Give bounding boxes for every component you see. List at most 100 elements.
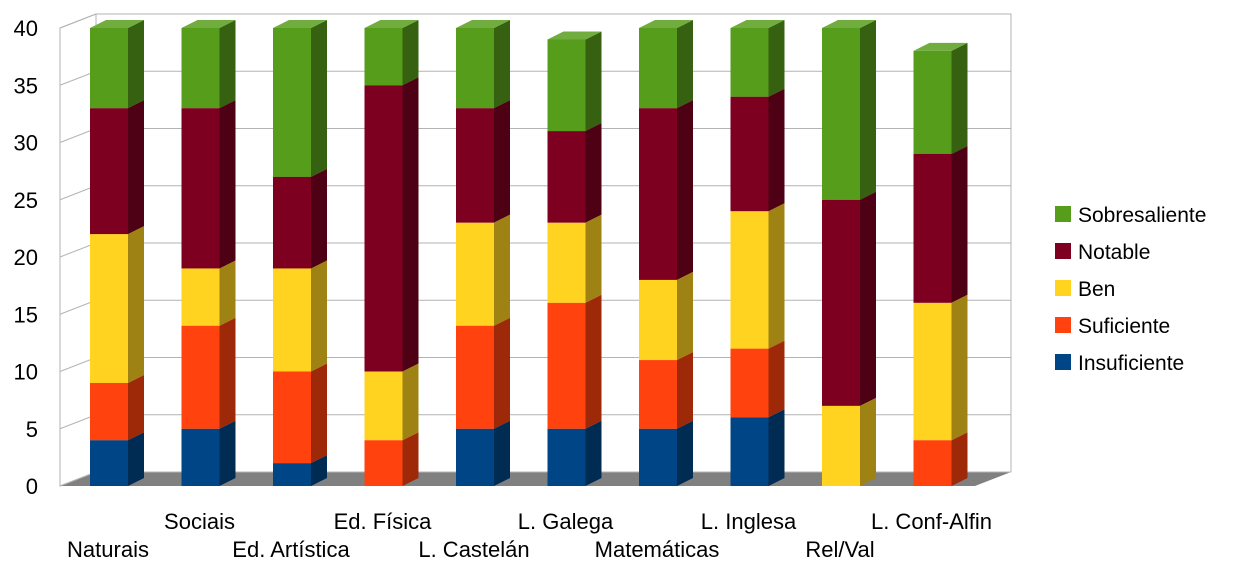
bar-side [585, 294, 602, 429]
bar-side [677, 271, 693, 361]
bar-front [273, 371, 311, 464]
bar-side [951, 294, 968, 441]
y-tick-label: 30 [14, 131, 38, 156]
bar-segment [456, 317, 510, 429]
bar-stack [273, 20, 327, 486]
bar-side [951, 432, 968, 486]
x-tick-label: L. Galega [518, 509, 614, 534]
bar-side [860, 20, 876, 200]
bar-segment [456, 420, 510, 486]
bar-front [90, 382, 128, 441]
bar-side [860, 397, 876, 486]
bar-top [730, 20, 785, 28]
bar-side [768, 88, 785, 212]
y-tick-label: 35 [14, 73, 38, 98]
bar-segment [181, 317, 236, 429]
bar-front [181, 268, 220, 326]
bar-stack [730, 20, 785, 486]
legend-item: Sobresaliente [1055, 204, 1206, 227]
y-tick-label: 15 [14, 302, 38, 327]
bar-segment [181, 260, 236, 326]
bar-segment [639, 420, 693, 486]
y-axis-ticks: 0 5 10 15 20 25 30 35 40 [14, 16, 38, 499]
bar-segment [364, 20, 419, 86]
bar-segment [364, 363, 419, 441]
bars [90, 20, 968, 486]
legend-label: Sobresaliente [1078, 204, 1206, 227]
legend-item: Insuficiente [1055, 352, 1184, 375]
bar-segment [456, 20, 510, 109]
bar-segment [364, 77, 419, 372]
legend-swatch [1055, 317, 1071, 333]
bar-front [639, 108, 677, 280]
bar-front [181, 108, 220, 269]
bar-side [494, 317, 510, 429]
bar-front [547, 302, 586, 429]
bar-side [951, 42, 968, 154]
x-tick-label: Ed. Física [334, 509, 433, 534]
bar-stack [547, 31, 602, 486]
bar-stack [822, 20, 876, 486]
gridline [59, 13, 1011, 29]
bar-front [730, 211, 769, 349]
bar-front [273, 28, 311, 177]
bar-front [639, 360, 677, 429]
y-tick-label: 40 [14, 16, 38, 41]
bar-segment [639, 20, 693, 109]
x-tick-label: Matemáticas [595, 537, 720, 562]
bar-side [128, 432, 144, 486]
bar-side [677, 20, 693, 109]
bar-side [311, 363, 327, 464]
bar-segment [273, 455, 327, 486]
bar-stack [639, 20, 693, 486]
bar-front [273, 176, 311, 269]
bar-segment [730, 409, 785, 486]
bar-top [273, 20, 327, 28]
bar-segment [181, 100, 236, 269]
bar-side [768, 20, 785, 97]
bar-top [913, 42, 968, 51]
bar-segment [913, 145, 968, 303]
bar-side [219, 317, 236, 429]
x-tick-label: Rel/Val [805, 537, 874, 562]
bar-front [90, 440, 128, 486]
bar-stack [913, 42, 968, 486]
bar-front [364, 440, 403, 486]
y-tick-label: 0 [26, 474, 38, 499]
bar-segment [456, 100, 510, 223]
bar-segment [639, 271, 693, 361]
bar-segment [364, 432, 419, 486]
bar-side [219, 420, 236, 486]
bar-segment [90, 100, 144, 235]
bar-side [494, 420, 510, 486]
bar-front [913, 302, 952, 441]
bar-front [913, 440, 952, 486]
bar-front [90, 108, 128, 235]
bar-front [181, 428, 220, 486]
bar-side [219, 100, 236, 269]
bar-front [90, 28, 128, 109]
bar-front [822, 199, 860, 406]
bar-side [128, 374, 144, 441]
bar-segment [822, 191, 876, 406]
bar-side [768, 203, 785, 349]
bar-segment [547, 420, 602, 486]
legend-item: Notable [1055, 241, 1150, 264]
bar-segment [273, 363, 327, 464]
bar-front [181, 325, 220, 429]
bar-side [677, 420, 693, 486]
bar-front [273, 463, 311, 486]
bar-front [547, 131, 586, 223]
bar-top [822, 20, 876, 28]
bar-front [90, 234, 128, 383]
bar-segment [547, 294, 602, 429]
x-axis-ticks: Naturais Sociais Ed. Artística Ed. Física L.… [67, 509, 992, 562]
bar-front [730, 96, 769, 212]
bar-side [311, 20, 327, 177]
bar-top [456, 20, 510, 28]
legend-item: Ben [1055, 278, 1115, 301]
bar-side [585, 420, 602, 486]
bar-side [768, 409, 785, 486]
bar-segment [90, 374, 144, 441]
